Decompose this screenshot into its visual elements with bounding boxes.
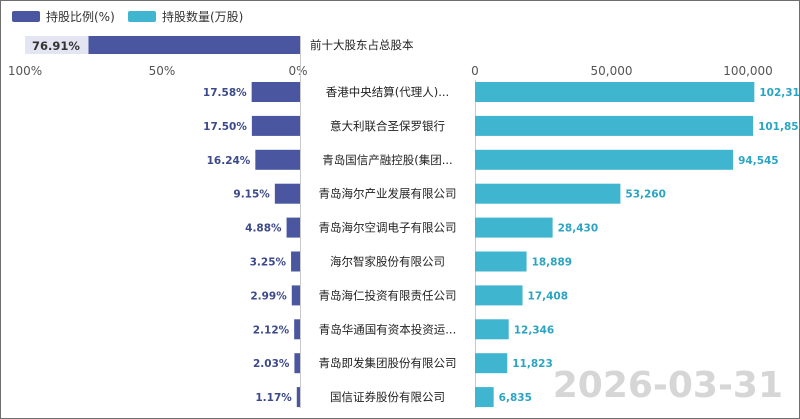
shares-bar <box>475 115 754 136</box>
shareholder-name: 青岛海尔空调电子有限公司 <box>319 221 457 235</box>
total-row: 76.91% 前十大股东占总股本 <box>25 36 414 54</box>
shares-value-label: 53,260 <box>625 189 666 201</box>
shares-bar <box>475 387 494 408</box>
shares-bar <box>475 251 527 272</box>
shareholder-name: 意大利联合圣保罗银行 <box>330 119 445 133</box>
shareholder-name: 国信证券股份有限公司 <box>330 390 445 404</box>
shares-bar <box>475 149 734 170</box>
shareholder-name: 海尔智家股份有限公司 <box>330 255 445 269</box>
ratio-bar <box>251 115 300 136</box>
ratio-value-label: 9.15% <box>233 189 270 201</box>
ratio-bar <box>286 217 300 238</box>
shares-value-label: 102,319 <box>759 87 800 99</box>
legend-shares-label: 持股数量(万股) <box>162 9 243 24</box>
left-axis-tick: 100% <box>8 64 42 78</box>
ratio-bar <box>296 387 300 408</box>
ratio-value-label: 16.24% <box>207 155 251 167</box>
shareholder-name: 青岛即发集团股份有限公司 <box>319 356 457 370</box>
left-axis-tick: 0% <box>288 64 307 78</box>
ratio-bar <box>251 82 300 102</box>
total-bar <box>88 36 300 54</box>
ratio-value-label: 3.25% <box>250 257 287 269</box>
ratio-value-label: 1.17% <box>255 392 292 404</box>
ratio-value-label: 2.03% <box>253 358 290 370</box>
legend: 持股比例(%) 持股数量(万股) <box>12 9 243 24</box>
shares-value-label: 11,823 <box>512 358 553 370</box>
shares-bar <box>475 217 553 238</box>
ratio-bar <box>294 319 300 340</box>
shares-value-label: 28,430 <box>558 223 599 235</box>
right-axis: 0 50,000 100,000 <box>471 64 773 78</box>
shareholder-name: 青岛海尔产业发展有限公司 <box>319 187 457 201</box>
ratio-bar <box>294 353 300 374</box>
shareholder-name: 青岛国信产融控股(集团... <box>322 153 452 167</box>
ratio-bar <box>291 251 300 272</box>
right-axis-tick: 50,000 <box>591 64 633 78</box>
legend-shares-swatch <box>128 11 156 22</box>
ratio-value-label: 2.12% <box>253 324 290 336</box>
date-watermark: 2026-03-31 <box>553 365 783 406</box>
total-value-label: 76.91% <box>32 39 80 53</box>
shareholder-name: 青岛华通国有资本投资运... <box>319 322 456 336</box>
ratio-bar <box>291 285 300 306</box>
left-axis-tick: 50% <box>149 64 176 78</box>
shares-value-label: 17,408 <box>528 290 569 302</box>
bars: 17.58% 香港中央结算(代理人)... 102,319 17.50% 意大利联合圣保… <box>203 82 800 408</box>
shares-bar <box>475 319 509 340</box>
shareholder-name: 香港中央结算(代理人)... <box>326 85 449 99</box>
shares-value-label: 101,856 <box>758 121 800 133</box>
shares-value-label: 94,545 <box>738 155 779 167</box>
shares-bar <box>475 285 523 306</box>
ratio-bar <box>274 183 300 204</box>
right-axis-tick: 100,000 <box>723 64 773 78</box>
shares-value-label: 18,889 <box>532 257 573 269</box>
right-axis-tick: 0 <box>471 64 479 78</box>
ratio-value-label: 4.88% <box>245 223 282 235</box>
shares-value-label: 6,835 <box>499 392 532 404</box>
ratio-bar <box>255 149 300 170</box>
shares-value-label: 12,346 <box>514 324 555 336</box>
shares-bar <box>475 82 755 102</box>
shares-bar <box>475 183 621 204</box>
left-axis: 100% 50% 0% <box>8 64 308 78</box>
shareholder-name: 青岛海仁投资有限责任公司 <box>319 288 457 302</box>
legend-ratio-label: 持股比例(%) <box>46 9 115 24</box>
total-label: 前十大股东占总股本 <box>310 38 414 52</box>
legend-ratio-swatch <box>12 11 40 22</box>
shares-bar <box>475 353 508 374</box>
ratio-value-label: 17.50% <box>203 121 247 133</box>
ratio-value-label: 17.58% <box>203 87 247 99</box>
ratio-value-label: 2.99% <box>250 290 287 302</box>
